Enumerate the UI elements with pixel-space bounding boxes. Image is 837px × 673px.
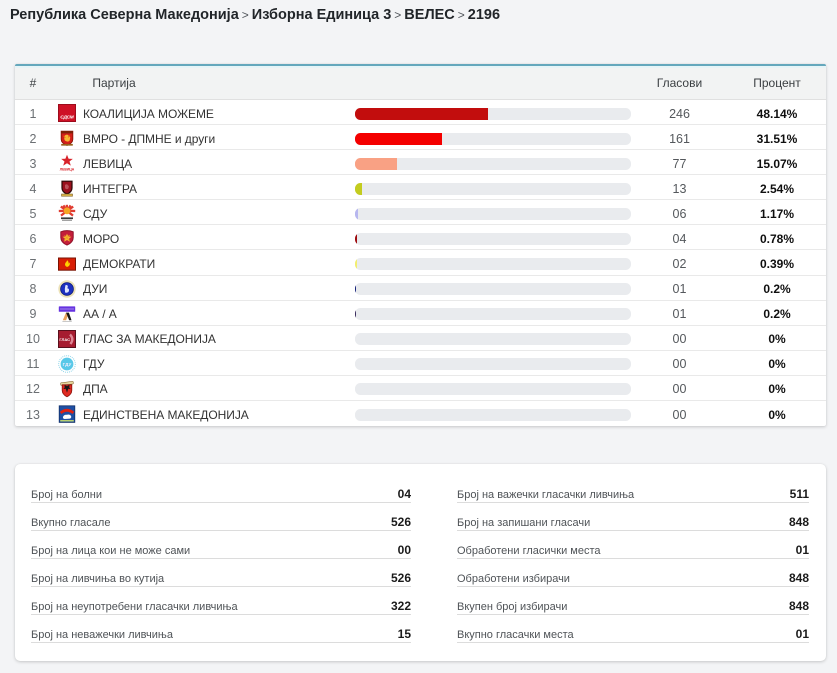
svg-text:ГДУ: ГДУ	[63, 362, 72, 367]
svg-text:СДСМ: СДСМ	[60, 115, 74, 121]
svg-text:ГЛАС: ГЛАС	[59, 337, 70, 342]
svg-text:ЛЕВИЦА: ЛЕВИЦА	[60, 168, 75, 172]
